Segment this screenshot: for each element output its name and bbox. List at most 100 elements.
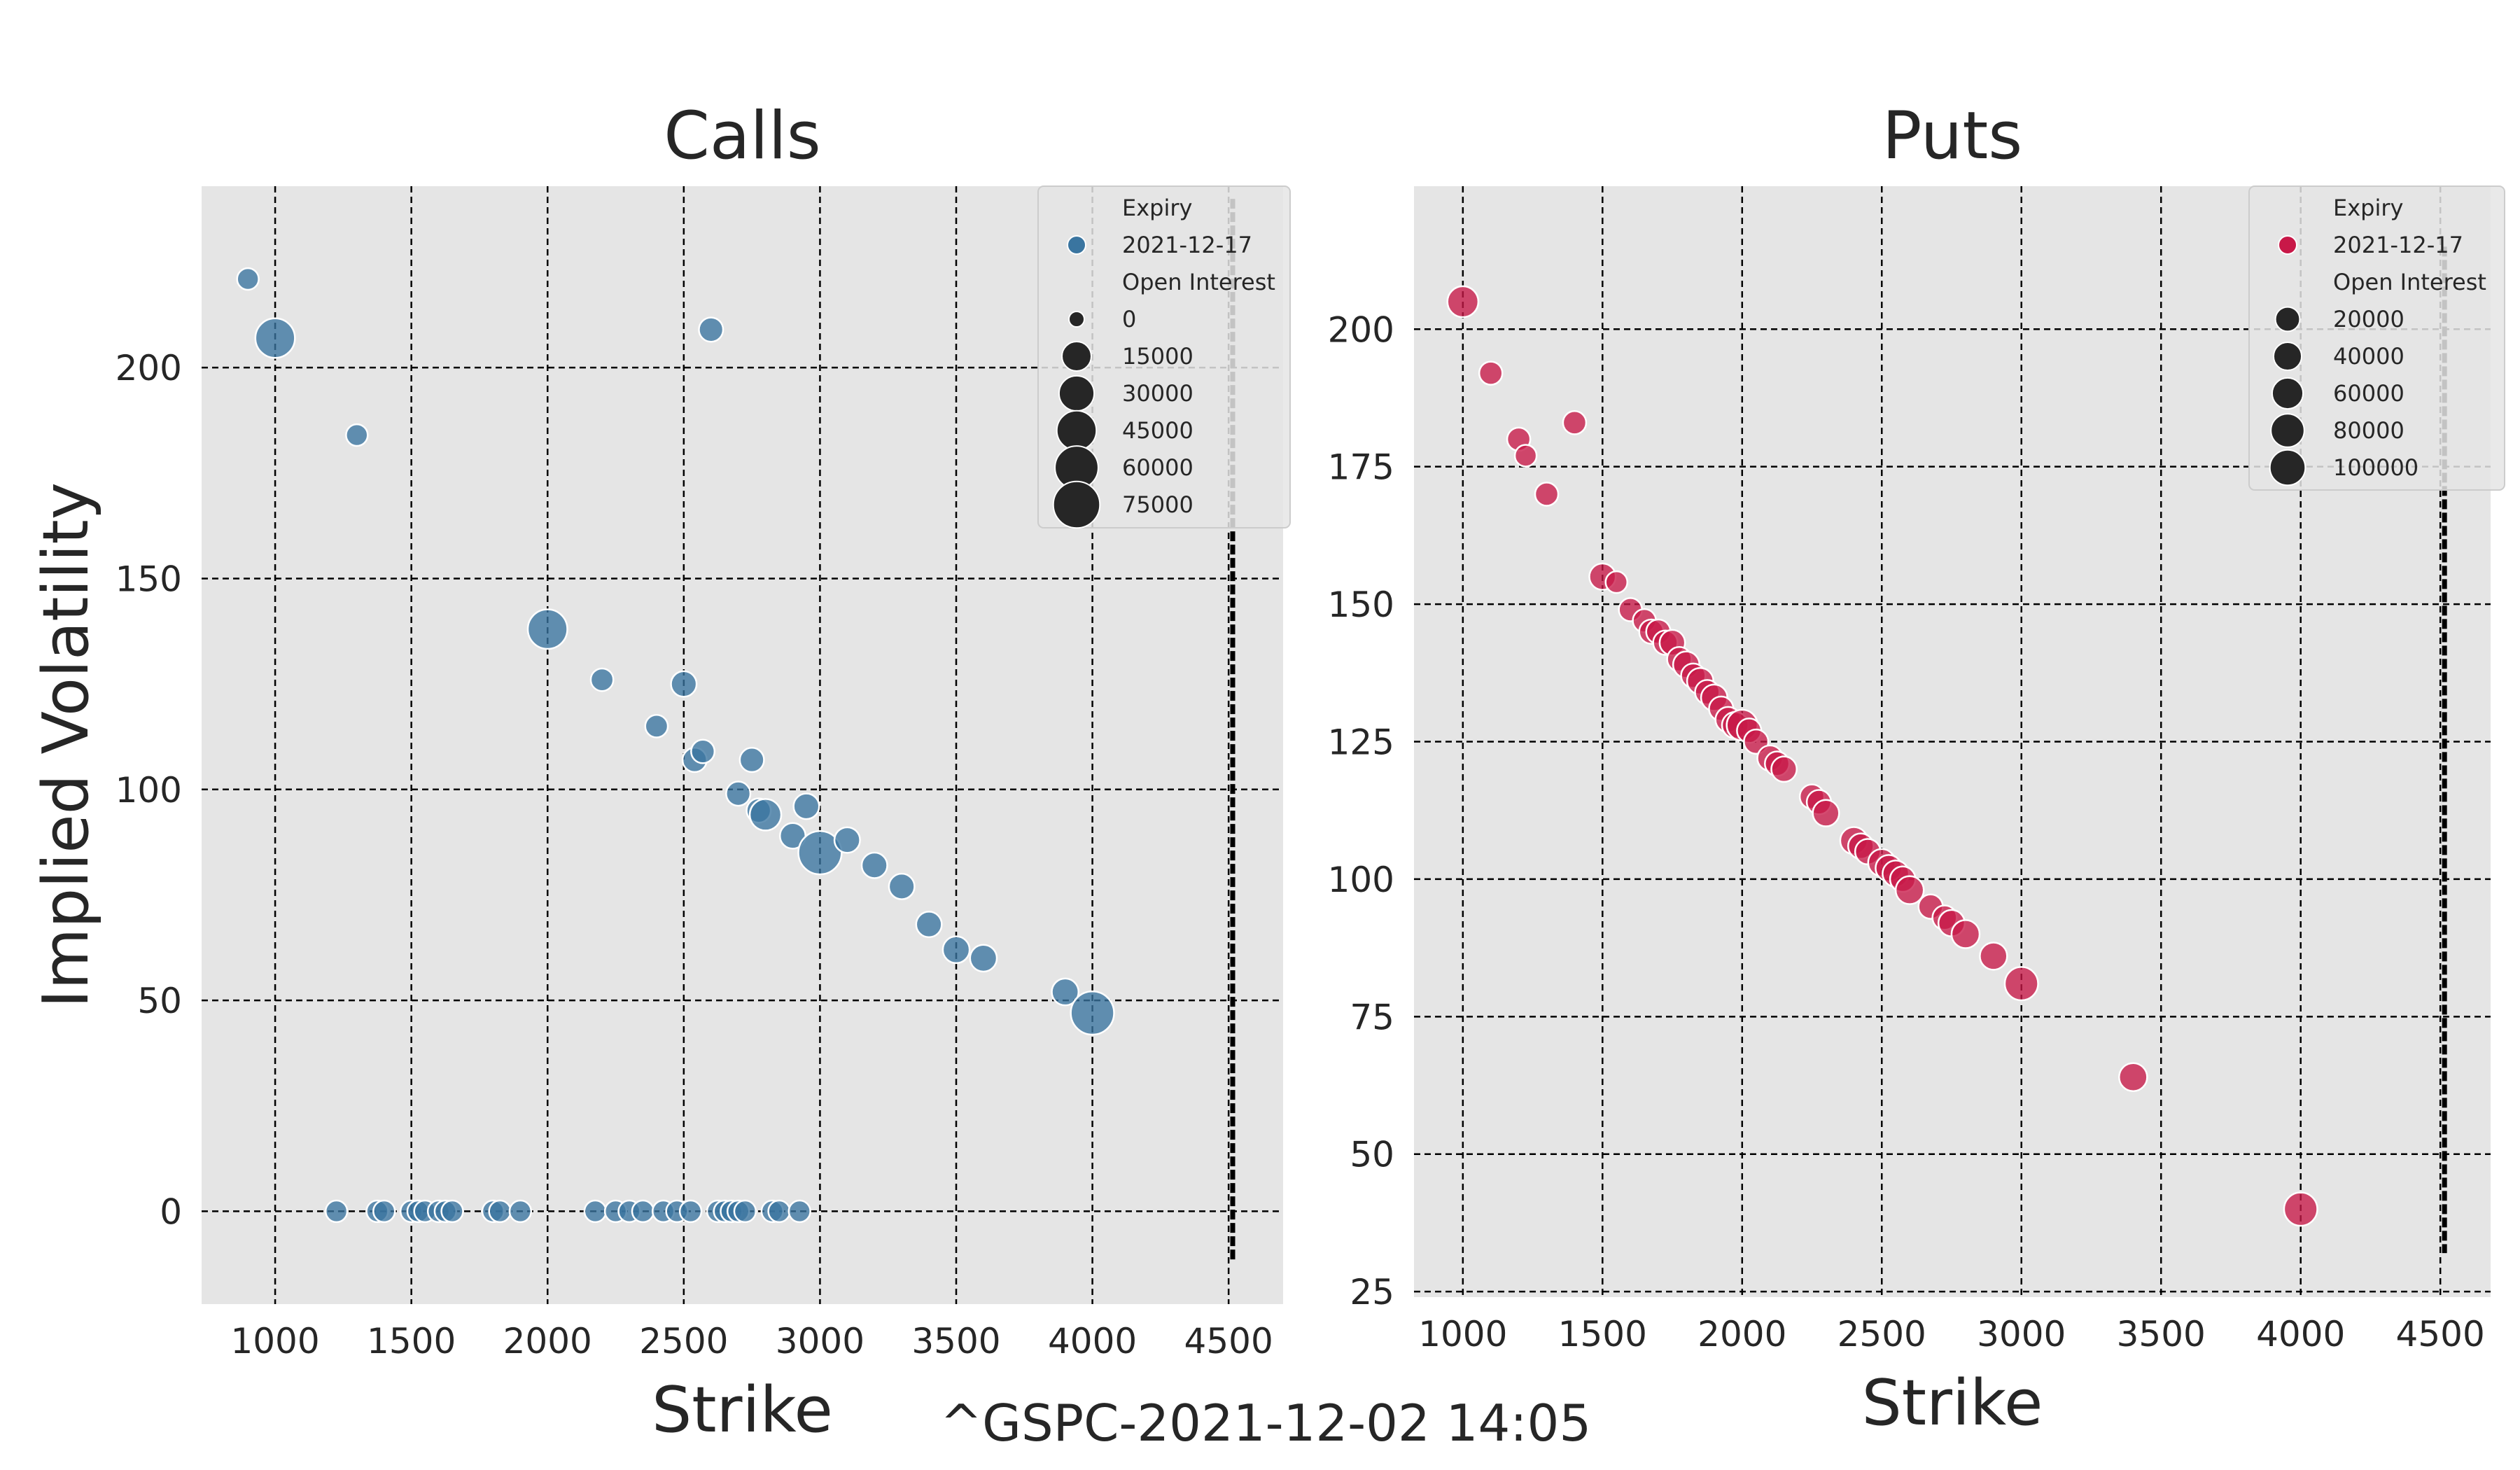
- calls-x-tick-label: 3000: [776, 1321, 864, 1362]
- puts-legend-hue-marker: [2278, 235, 2297, 255]
- calls-point: [788, 1199, 811, 1224]
- calls-y-tick-label: 50: [137, 981, 182, 1021]
- calls-point: [748, 798, 783, 832]
- calls-point: [725, 780, 752, 807]
- calls-x-axis-label: Strike: [652, 1373, 833, 1447]
- calls-point: [941, 935, 971, 965]
- calls-point: [372, 1199, 396, 1224]
- puts-y-tick-label: 175: [1328, 447, 1394, 488]
- calls-legend-size-marker: [1061, 341, 1092, 372]
- puts-x-tick-label: 1000: [1418, 1314, 1507, 1354]
- puts-legend-size-label: 80000: [2333, 417, 2404, 444]
- calls-legend-size-marker: [1056, 410, 1098, 451]
- puts-legend-hue-title: Expiry: [2333, 195, 2403, 221]
- puts-y-tick-label: 200: [1328, 309, 1394, 350]
- puts-x-tick-label: 2500: [1837, 1314, 1926, 1354]
- calls-x-tick-label: 2000: [503, 1321, 592, 1362]
- puts-point: [1446, 285, 1480, 318]
- puts-legend-size-label: 20000: [2333, 306, 2404, 332]
- calls-point: [678, 1199, 703, 1224]
- calls-point: [236, 267, 260, 291]
- calls-point: [888, 872, 916, 900]
- calls-point: [254, 317, 296, 359]
- calls-chart: 1000 1500 2000 2500 3000 3500 4000 450005010015…: [29, 98, 1291, 1447]
- puts-title: Puts: [1882, 98, 2022, 174]
- puts-x-tick-label: 3500: [2117, 1314, 2206, 1354]
- calls-point: [1070, 990, 1115, 1036]
- puts-y-tick-label: 150: [1328, 584, 1394, 625]
- calls-legend-size-label: 45000: [1122, 417, 1194, 444]
- calls-y-tick-label: 200: [115, 348, 182, 388]
- calls-x-tick-label: 1500: [367, 1321, 456, 1362]
- calls-point: [526, 608, 568, 650]
- puts-points: [1446, 285, 2318, 1227]
- puts-legend-hue-label: 2021-12-17: [2333, 232, 2463, 258]
- puts-point: [1604, 570, 1629, 594]
- puts-point: [1478, 360, 1504, 386]
- calls-point: [792, 792, 820, 820]
- puts-point: [1534, 482, 1560, 507]
- puts-y-tick-label: 125: [1328, 722, 1394, 763]
- puts-legend-size-label: 60000: [2333, 380, 2404, 407]
- calls-point: [860, 851, 888, 879]
- puts-legend-size-marker: [2271, 377, 2304, 410]
- puts-point: [1513, 444, 1538, 468]
- calls-points: [236, 267, 1115, 1224]
- puts-y-tick-label: 50: [1350, 1135, 1394, 1175]
- puts-tick-labels: 1000 1500 2000 2500 3000 3500 4000 4500 25 50 75 10…: [1328, 309, 2485, 1354]
- puts-x-tick-label: 3000: [1977, 1314, 2066, 1354]
- calls-legend-size-title: Open Interest: [1122, 269, 1275, 295]
- calls-point: [488, 1199, 512, 1224]
- calls-point: [583, 1199, 608, 1224]
- calls-point: [797, 830, 843, 876]
- puts-legend-size-label: 100000: [2333, 454, 2418, 481]
- calls-point: [440, 1199, 464, 1224]
- calls-y-axis-label: Implied Volatility: [29, 482, 103, 1008]
- calls-x-tick-label: 4500: [1184, 1321, 1273, 1362]
- puts-point: [1562, 410, 1588, 435]
- calls-tick-labels: 1000 1500 2000 2500 3000 3500 4000 450005010015…: [115, 348, 1273, 1362]
- calls-point: [324, 1199, 349, 1224]
- puts-x-tick-label: 4500: [2396, 1314, 2485, 1354]
- calls-legend-hue-label: 2021-12-17: [1122, 232, 1252, 258]
- calls-legend-hue-title: Expiry: [1122, 195, 1192, 221]
- calls-point: [738, 747, 765, 774]
- puts-point: [2003, 966, 2039, 1002]
- puts-legend-size-label: 40000: [2333, 343, 2404, 370]
- calls-legend-size-label: 0: [1122, 306, 1136, 332]
- puts-legend-size-marker: [2270, 413, 2305, 448]
- calls-x-tick-label: 1000: [230, 1321, 319, 1362]
- calls-point: [690, 738, 716, 764]
- calls-legend-size-marker: [1058, 374, 1096, 412]
- calls-legend-size-label: 15000: [1122, 343, 1194, 370]
- puts-point: [1950, 919, 1981, 949]
- calls-legend-size-label: 30000: [1122, 380, 1194, 407]
- calls-legend-size-label: 60000: [1122, 454, 1194, 481]
- puts-x-tick-label: 2000: [1698, 1314, 1786, 1354]
- puts-point: [2118, 1062, 2148, 1093]
- calls-legend-size-label: 75000: [1122, 491, 1194, 518]
- puts-legend-frame: [2248, 186, 2505, 491]
- calls-point: [915, 911, 943, 939]
- puts-legend: Expiry 2021-12-17 Open Interest 20000 40000 6…: [2248, 186, 2505, 491]
- puts-legend-size-marker: [2272, 341, 2303, 372]
- calls-point: [589, 667, 615, 692]
- calls-legend: Expiry 2021-12-17 Open Interest 0 15000 30000…: [1037, 186, 1291, 529]
- calls-point: [1051, 977, 1080, 1007]
- puts-chart: 1000 1500 2000 2500 3000 3500 4000 4500 25 50 75 10…: [1328, 98, 2505, 1440]
- puts-x-tick-label: 1500: [1558, 1314, 1647, 1354]
- calls-point: [969, 944, 998, 973]
- calls-y-tick-label: 150: [115, 559, 182, 599]
- calls-x-tick-label: 3500: [911, 1321, 1000, 1362]
- puts-legend-size-marker: [2269, 449, 2306, 486]
- calls-point: [631, 1199, 655, 1224]
- calls-x-tick-label: 2500: [639, 1321, 728, 1362]
- calls-legend-frame: [1037, 186, 1291, 528]
- calls-point: [698, 316, 724, 343]
- puts-point: [1770, 755, 1798, 783]
- calls-point: [345, 423, 369, 447]
- calls-point: [644, 713, 669, 738]
- calls-point: [833, 826, 861, 854]
- puts-legend-size-marker: [2274, 306, 2301, 332]
